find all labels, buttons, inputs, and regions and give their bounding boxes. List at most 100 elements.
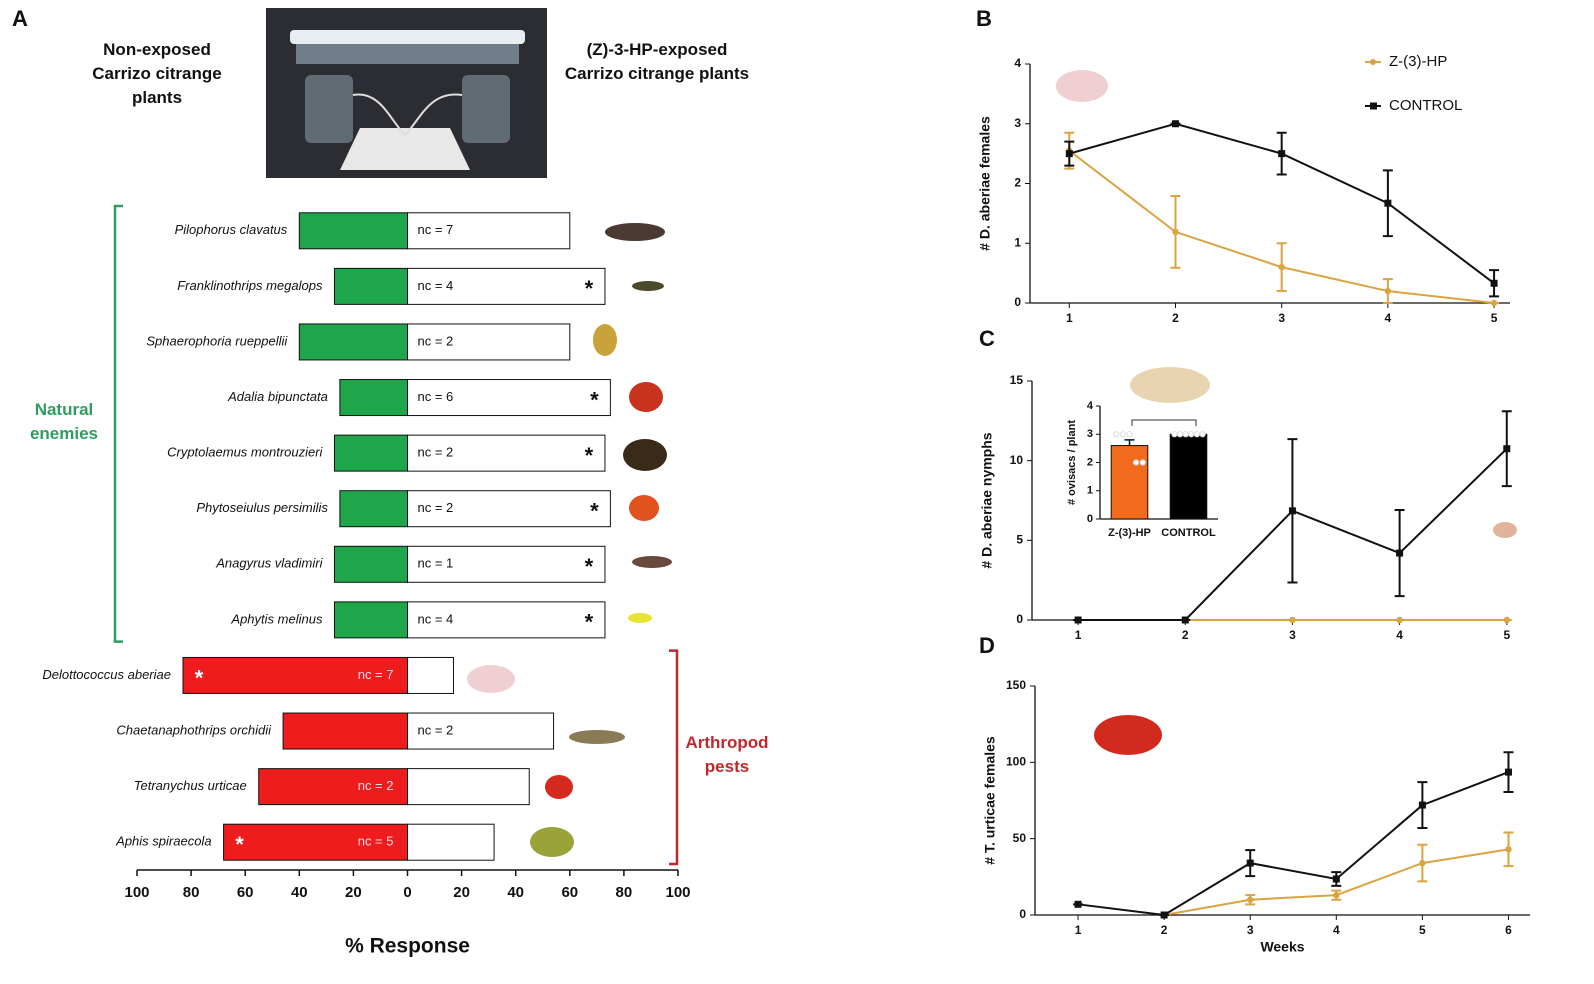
marker [1333,891,1340,899]
y-tick-label: 0 [1016,612,1023,626]
data-point [1126,431,1133,438]
x-axis-label: Weeks [1260,939,1304,955]
x-tick-label: 40 [507,884,524,901]
marker [1384,287,1392,295]
y-tick-label: 50 [1013,831,1027,845]
marker [1160,911,1168,919]
panel-letter: B [976,6,992,31]
series-header: (Z)-3-HP-exposed Carrizo citrange plants [564,40,750,83]
nc-label: nc = 6 [418,389,454,404]
x-tick-label: CONTROL [1161,527,1216,539]
category-label: Tetranychus urticae [134,778,247,793]
group-label-box: Arthropod pests [685,733,768,776]
significance-star: * [195,665,204,690]
data-point [1133,459,1140,466]
nc-label: nc = 2 [418,333,454,348]
marker [1419,859,1426,867]
legend-marker [1370,59,1376,65]
data-point [1176,431,1184,438]
significance-star: * [590,387,599,412]
bar [1169,433,1208,520]
x-tick-label: 20 [345,884,362,901]
bar-left [333,267,408,305]
marker [1503,445,1511,453]
nc-label: nc = 1 [418,556,454,571]
data-point [1113,431,1120,438]
significance-star: * [585,610,594,635]
significance-star: * [590,499,599,524]
y-tick-label: 10 [1010,453,1024,467]
x-tick-label: 100 [124,884,149,901]
category-label: Adalia bipunctata [227,389,328,404]
panel-letter: A [12,6,28,31]
x-tick-label: 2 [1182,628,1189,642]
nc-label: nc = 4 [418,278,454,293]
group-label: Natural enemies [29,399,99,443]
category-label: Chaetanaphothrips orchidii [116,722,272,737]
bar-right [407,823,495,861]
marker [1181,616,1189,624]
x-tick-label: 5 [1503,628,1510,642]
bar-left [182,656,408,694]
x-tick-label: 3 [1247,923,1254,937]
marker [1396,549,1404,557]
bar-left [333,601,408,639]
bar-right [407,212,571,250]
x-tick-label: 6 [1505,923,1512,937]
x-tick-label: 1 [1066,311,1073,325]
marker [1074,616,1082,624]
x-tick-label: 60 [237,884,254,901]
x-tick-label: 4 [1396,628,1403,642]
bar-right [407,656,454,694]
x-tick-label: 1 [1075,628,1082,642]
x-tick-label: 20 [453,884,470,901]
marker [1288,507,1296,515]
x-tick-label: 80 [616,884,633,901]
x-tick-label: 5 [1419,923,1426,937]
series-header: Non-exposed Carrizo citrange plants [92,40,222,107]
series-header-box: Non-exposed Carrizo citrange plants [92,40,222,107]
x-tick-label: Z-(3)-HP [1108,527,1151,539]
panel-letter: D [979,633,995,658]
nc-label: nc = 7 [418,222,454,237]
data-point [1119,431,1126,438]
bar [1110,445,1149,520]
x-tick-label: 60 [561,884,578,901]
significance-star: * [585,554,594,579]
x-tick-label: 3 [1278,311,1285,325]
category-label: Anagyrus vladimiri [215,556,323,571]
category-label: Phytoseiulus persimilis [196,500,328,515]
data-point [1199,431,1206,438]
category-label: Aphis spiraecola [115,834,211,849]
legend-label: CONTROL [1389,97,1462,114]
nc-label: nc = 2 [358,778,394,793]
nc-label: nc = 7 [358,667,394,682]
y-axis-label: # D. aberiae nymphs [979,432,995,568]
marker [1278,150,1286,158]
category-label: Cryptolaemus montrouzieri [167,445,323,460]
series-line [1077,771,1509,917]
y-tick-label: 4 [1014,56,1021,70]
x-tick-label: 0 [403,884,411,901]
marker [1246,859,1254,867]
category-label: Delottococcus aberiae [42,667,171,682]
marker [1490,279,1498,287]
y-tick-label: 150 [1006,678,1026,692]
group-label-box: Natural enemies [29,399,99,443]
significance-bracket [1131,419,1197,426]
marker [1504,768,1512,776]
y-tick-label: 2 [1087,456,1093,468]
bar-right [407,434,606,472]
bar-left [339,379,408,417]
x-tick-label: 2 [1172,311,1179,325]
bar-right [407,267,606,305]
bar-right [407,768,530,806]
y-tick-label: 4 [1087,400,1094,412]
x-tick-label: 2 [1161,923,1168,937]
category-label: Aphytis melinus [230,611,323,626]
y-tick-label: 100 [1006,755,1026,769]
data-point [1171,431,1178,438]
series-header-box: (Z)-3-HP-exposed Carrizo citrange plants [564,40,750,83]
insect-icons [467,70,1517,857]
